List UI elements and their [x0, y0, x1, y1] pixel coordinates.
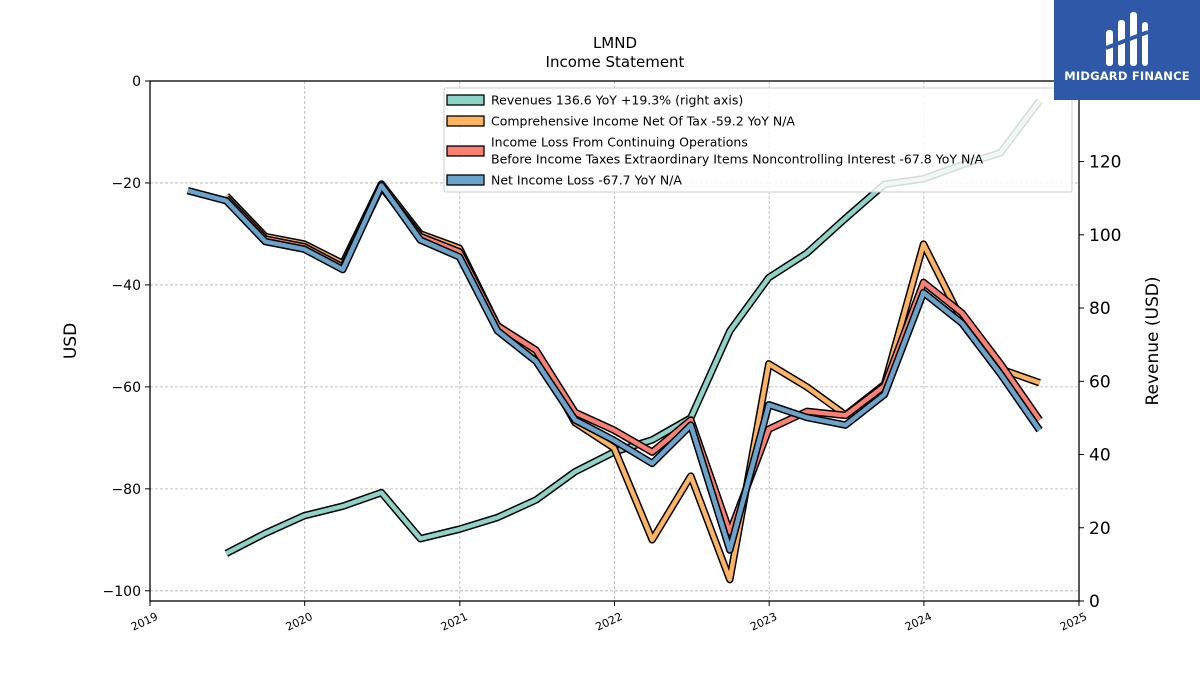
y-tick-label-left: −60: [111, 380, 141, 396]
x-tick-label: 2021: [439, 610, 470, 634]
midgard-finance-logo: MIDGARD FINANCE: [1054, 0, 1200, 100]
y-tick-label-left: −20: [111, 176, 141, 192]
y-axis-label-right: Revenue (USD): [1143, 276, 1163, 405]
series-3: [223, 183, 1043, 536]
legend: Revenues 136.6 YoY +19.3% (right axis) Co…: [443, 87, 1073, 193]
legend-swatch: [446, 94, 485, 106]
series-line: [224, 181, 1041, 582]
y-axis-label-left: USD: [61, 323, 81, 359]
legend-swatch: [446, 115, 485, 127]
legend-label: Comprehensive Income Net Of Tax -59.2 Yo…: [491, 114, 795, 129]
y-tick-label-left: −80: [111, 482, 141, 498]
series-4: [186, 181, 1043, 554]
chart-subtitle: Income Statement: [546, 53, 685, 71]
legend-swatch: [446, 174, 485, 186]
x-tick-label: 2024: [903, 610, 934, 634]
x-tick-label: 2025: [1058, 610, 1089, 634]
y-tick-label-right: 0: [1089, 592, 1100, 612]
legend-swatch: [446, 145, 485, 157]
series-line: [224, 184, 1042, 535]
series-2: [223, 180, 1041, 584]
midgard-logo-icon: [1105, 12, 1149, 66]
y-tick-label-right: 60: [1089, 372, 1111, 392]
y-tick-label-right: 100: [1089, 226, 1121, 246]
x-tick-label: 2019: [129, 610, 160, 634]
series-outline: [186, 181, 1043, 554]
x-tick-label: 2023: [748, 610, 779, 634]
y-tick-label-right: 20: [1089, 519, 1111, 539]
legend-label: Income Loss From Continuing Operations Be…: [491, 135, 984, 167]
series-outline: [223, 180, 1041, 584]
x-tick-label: 2020: [284, 610, 315, 634]
legend-label-line: Income Loss From Continuing Operations: [491, 135, 748, 150]
logo-text: MIDGARD FINANCE: [1064, 69, 1190, 83]
y-tick-label-right: 40: [1089, 446, 1111, 466]
legend-label: Net Income Loss -67.7 YoY N/A: [491, 173, 682, 188]
y-tick-label-left: −40: [111, 278, 141, 294]
y-tick-label-right: 80: [1089, 299, 1111, 319]
x-tick-label: 2022: [594, 610, 625, 634]
y-tick-label-left: 0: [132, 74, 141, 90]
y-tick-label-right: 120: [1089, 153, 1121, 173]
legend-box: [443, 87, 1073, 193]
chart-title: LMND: [593, 34, 637, 52]
legend-label-line: Before Income Taxes Extraordinary Items …: [491, 152, 984, 167]
series-outline: [223, 183, 1043, 536]
y-tick-label-left: −100: [103, 584, 141, 600]
series-line: [187, 183, 1042, 553]
legend-label: Revenues 136.6 YoY +19.3% (right axis): [491, 93, 743, 108]
